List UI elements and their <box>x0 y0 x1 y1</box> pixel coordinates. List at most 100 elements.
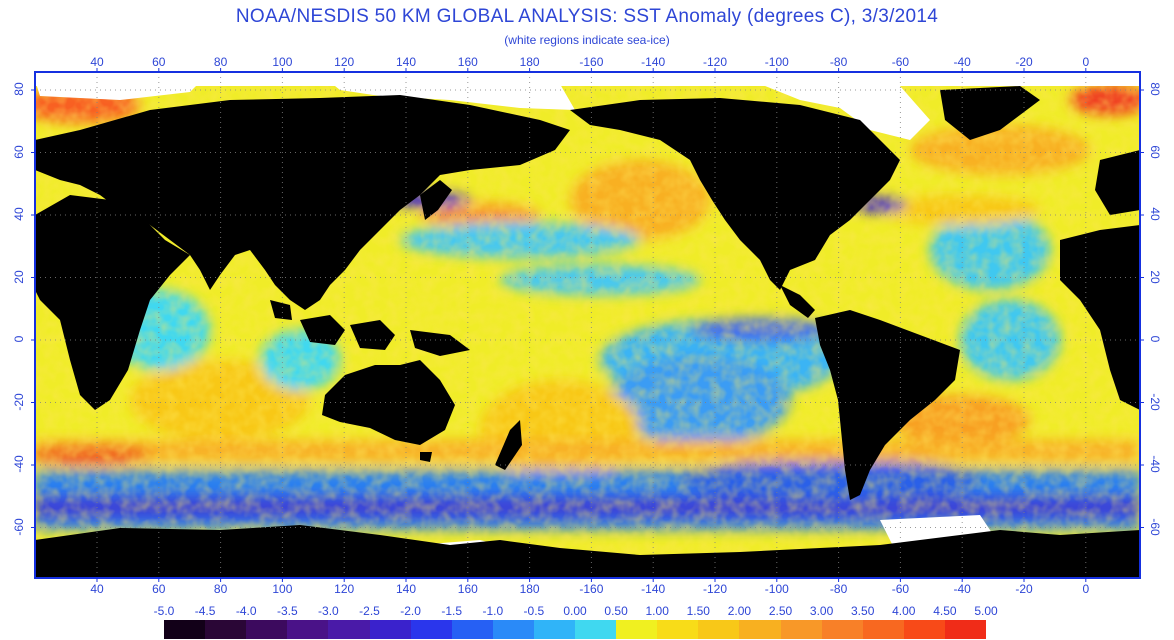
lon-label-bottom: -80 <box>829 582 848 596</box>
africa <box>35 195 190 410</box>
colorbar-label: -4.5 <box>194 604 216 618</box>
colorbar-label: -5.0 <box>153 604 175 618</box>
colorbar-swatch <box>164 620 206 639</box>
map-title: NOAA/NESDIS 50 KM GLOBAL ANALYSIS: SST A… <box>235 6 939 27</box>
lon-label-top: -80 <box>829 55 848 69</box>
new-zealand <box>495 420 522 470</box>
lon-label-bottom: 120 <box>334 582 355 596</box>
lon-label-bottom: -20 <box>1015 582 1033 596</box>
colorbar-label: -2.0 <box>400 604 421 618</box>
colorbar-swatch <box>821 620 864 639</box>
lat-label-right: -40 <box>1148 455 1162 473</box>
map-raster <box>35 72 1140 578</box>
europe-right <box>1095 150 1140 215</box>
colorbar-swatch <box>451 620 494 639</box>
colorbar-swatch <box>205 620 247 639</box>
map-frame <box>34 71 1141 579</box>
lon-label-bottom: 140 <box>395 582 417 596</box>
colorbar-label: 4.00 <box>892 604 916 618</box>
colorbar-swatch <box>780 620 823 639</box>
lat-label-right: 60 <box>1148 144 1162 159</box>
colorbar-swatch <box>492 620 535 639</box>
colorbar-label: -1.5 <box>441 604 463 618</box>
lon-label-bottom: -60 <box>891 582 910 596</box>
lat-label-left: 60 <box>12 144 26 159</box>
lon-label-top: 180 <box>519 55 540 69</box>
lon-label-top: -40 <box>953 55 971 69</box>
lon-label-bottom: 40 <box>90 582 104 596</box>
colorbar-label: -3.0 <box>318 604 339 618</box>
colorbar-swatch <box>246 620 288 639</box>
lon-label-bottom: -100 <box>764 582 789 596</box>
africa-east-edge <box>1060 225 1140 410</box>
colorbar-label: 0.50 <box>604 604 628 618</box>
eurasia <box>35 95 570 310</box>
central-america <box>780 285 815 318</box>
lon-label-top: -100 <box>764 55 789 69</box>
colorbar-swatch <box>616 620 658 639</box>
colorbar-label: -2.5 <box>359 604 380 618</box>
lat-label-left: 40 <box>12 207 26 221</box>
colorbar-swatch <box>575 620 617 639</box>
lon-label-top: 80 <box>213 55 228 69</box>
colorbar-label: 2.00 <box>727 604 752 618</box>
land-masses <box>35 86 1140 578</box>
colorbar-swatch <box>944 620 987 639</box>
lon-label-top: 140 <box>395 55 417 69</box>
north-america <box>570 98 900 290</box>
colorbar-swatch <box>410 620 453 639</box>
lon-label-top: 100 <box>272 55 293 69</box>
lon-label-top: 0 <box>1082 55 1090 69</box>
graticule <box>35 72 1140 578</box>
colorbar-swatch <box>698 620 740 639</box>
colorbar-swatch <box>862 620 905 639</box>
lon-label-bottom: 0 <box>1082 582 1090 596</box>
lon-label-bottom: -40 <box>953 582 971 596</box>
lat-label-left: 80 <box>12 82 26 96</box>
lon-label-bottom: 80 <box>213 582 228 596</box>
japan <box>420 180 452 220</box>
colorbar-label: 2.50 <box>768 604 793 618</box>
axis-ticks <box>31 68 1144 582</box>
australia <box>322 360 455 445</box>
colorbar-swatch <box>739 620 781 639</box>
lon-label-bottom: 180 <box>519 582 540 596</box>
colorbar-label: 3.00 <box>809 604 834 618</box>
lon-label-bottom: 100 <box>272 582 293 596</box>
colorbar-label: -3.5 <box>276 604 298 618</box>
south-america <box>815 310 960 500</box>
maritime-continent <box>270 300 470 356</box>
lat-label-left: -20 <box>12 392 26 411</box>
colorbar-label: 1.50 <box>686 604 710 618</box>
sst-anomaly-map <box>31 68 1144 582</box>
lat-label-right: -20 <box>1148 392 1162 411</box>
lon-label-top: 160 <box>457 55 478 69</box>
lat-label-right: 40 <box>1148 207 1162 221</box>
lat-label-right: 20 <box>1148 269 1162 284</box>
lon-label-top: 120 <box>334 55 355 69</box>
lon-label-bottom: -140 <box>641 582 666 596</box>
lon-label-top: -120 <box>702 55 728 69</box>
lon-label-bottom: 160 <box>457 582 478 596</box>
lon-label-top: -20 <box>1015 55 1033 69</box>
colorbar-swatch <box>328 620 370 639</box>
colorbar-swatch <box>369 620 412 639</box>
lon-label-bottom: -160 <box>579 582 604 596</box>
greenland <box>940 86 1040 140</box>
colorbar-label: 4.50 <box>933 604 957 618</box>
lon-label-bottom: 60 <box>152 582 166 596</box>
colorbar-label: -1.0 <box>482 604 504 618</box>
lon-label-top: -160 <box>579 55 604 69</box>
colorbar-label: 1.00 <box>645 604 669 618</box>
colorbar-label: -4.0 <box>235 604 257 618</box>
lat-label-left: -40 <box>12 455 26 473</box>
colorbar-label: -0.5 <box>523 604 545 618</box>
colorbar-swatch <box>903 620 946 639</box>
colorbar-swatch <box>287 620 329 639</box>
lon-label-top: 60 <box>152 55 166 69</box>
antarctica <box>35 525 1140 578</box>
lon-label-top: -60 <box>891 55 910 69</box>
colorbar-label: 5.00 <box>974 604 998 618</box>
tasmania <box>420 452 432 462</box>
colorbar-label: 0.00 <box>563 604 587 618</box>
